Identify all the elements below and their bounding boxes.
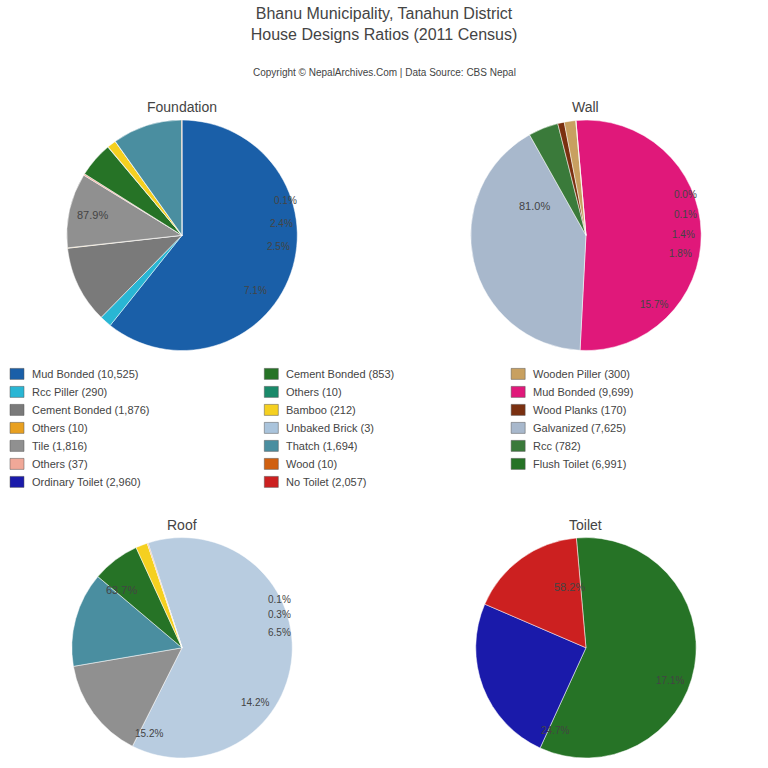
svg-text:Thatch (1,694): Thatch (1,694) xyxy=(286,440,358,452)
svg-text:1.4%: 1.4% xyxy=(672,229,695,240)
svg-text:Roof: Roof xyxy=(167,517,197,533)
svg-text:87.9%: 87.9% xyxy=(77,209,108,221)
svg-text:63.7%: 63.7% xyxy=(106,584,137,596)
svg-text:Unbaked Brick (3): Unbaked Brick (3) xyxy=(286,422,374,434)
svg-text:Wood Planks (170): Wood Planks (170) xyxy=(533,404,626,416)
svg-text:0.0%: 0.0% xyxy=(674,189,697,200)
svg-text:Tile (1,816): Tile (1,816) xyxy=(32,440,87,452)
svg-text:Others (10): Others (10) xyxy=(32,422,88,434)
svg-text:No Toilet (2,057): No Toilet (2,057) xyxy=(286,476,367,488)
svg-text:0.1%: 0.1% xyxy=(274,195,297,206)
svg-text:Copyright © NepalArchives.Com: Copyright © NepalArchives.Com | Data Sou… xyxy=(253,67,516,78)
svg-text:7.1%: 7.1% xyxy=(244,285,267,296)
svg-text:Rcc (782): Rcc (782) xyxy=(533,440,581,452)
svg-text:Mud Bonded (10,525): Mud Bonded (10,525) xyxy=(32,368,138,380)
svg-text:Ordinary Toilet (2,960): Ordinary Toilet (2,960) xyxy=(32,476,141,488)
svg-text:15.7%: 15.7% xyxy=(640,299,668,310)
svg-text:Wooden Piller (300): Wooden Piller (300) xyxy=(533,368,630,380)
svg-text:Others (10): Others (10) xyxy=(286,386,342,398)
svg-text:Galvanized (7,625): Galvanized (7,625) xyxy=(533,422,626,434)
svg-text:Flush Toilet (6,991): Flush Toilet (6,991) xyxy=(533,458,626,470)
svg-text:Others (37): Others (37) xyxy=(32,458,88,470)
svg-text:17.1%: 17.1% xyxy=(656,675,684,686)
svg-text:6.5%: 6.5% xyxy=(268,627,291,638)
svg-text:Toilet: Toilet xyxy=(569,517,602,533)
svg-text:1.8%: 1.8% xyxy=(669,248,692,259)
svg-text:Cement Bonded (1,876): Cement Bonded (1,876) xyxy=(32,404,149,416)
svg-text:Foundation: Foundation xyxy=(147,99,217,115)
svg-text:Cement Bonded (853): Cement Bonded (853) xyxy=(286,368,394,380)
svg-text:58.2%: 58.2% xyxy=(554,581,585,593)
svg-text:Wood (10): Wood (10) xyxy=(286,458,337,470)
svg-text:81.0%: 81.0% xyxy=(519,200,550,212)
svg-text:0.1%: 0.1% xyxy=(674,209,697,220)
svg-text:24.7%: 24.7% xyxy=(541,725,569,736)
svg-text:Wall: Wall xyxy=(572,99,599,115)
svg-text:14.2%: 14.2% xyxy=(241,697,269,708)
svg-text:0.3%: 0.3% xyxy=(268,609,291,620)
svg-text:Mud Bonded (9,699): Mud Bonded (9,699) xyxy=(533,386,633,398)
svg-text:Rcc Piller (290): Rcc Piller (290) xyxy=(32,386,107,398)
svg-text:2.4%: 2.4% xyxy=(270,218,293,229)
svg-text:15.2%: 15.2% xyxy=(135,728,163,739)
svg-text:0.1%: 0.1% xyxy=(268,594,291,605)
svg-text:Bamboo (212): Bamboo (212) xyxy=(286,404,356,416)
svg-text:2.5%: 2.5% xyxy=(267,241,290,252)
svg-text:Bhanu Municipality, Tanahun Di: Bhanu Municipality, Tanahun DistrictHous… xyxy=(251,5,518,43)
